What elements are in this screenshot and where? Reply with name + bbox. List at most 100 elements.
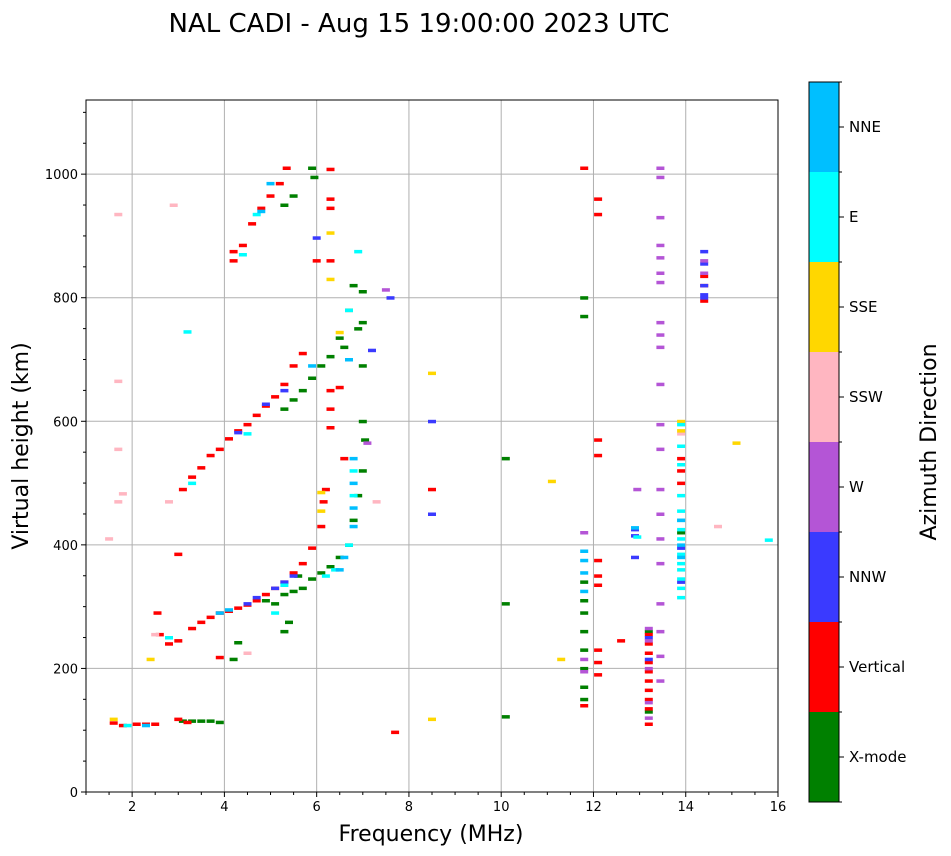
data-point-nne <box>340 555 349 560</box>
data-point-w <box>656 602 665 606</box>
colorbar: X-mode Vertical NNW W SSW SSE E NNE <box>809 81 906 803</box>
data-point-vertical <box>109 721 118 725</box>
data-point-x-mode <box>358 364 367 368</box>
data-point-ssw <box>243 651 252 655</box>
data-point-vertical <box>326 407 335 411</box>
data-point-x-mode <box>280 203 289 207</box>
data-point-vertical <box>594 453 603 458</box>
data-point-vertical <box>188 475 197 479</box>
data-point-vertical <box>234 429 243 433</box>
data-point-x-mode <box>354 327 363 331</box>
data-point-w <box>644 716 653 720</box>
data-point-vertical <box>197 620 206 625</box>
data-point-ssw <box>165 500 173 504</box>
data-point-e <box>188 481 197 486</box>
data-point-vertical <box>644 697 653 702</box>
data-point-e <box>677 586 686 591</box>
data-point-vertical <box>238 243 247 248</box>
data-point-nne <box>266 181 275 186</box>
y-axis: 0 200 400 600 800 1000 <box>45 111 86 801</box>
data-point-ssw <box>372 500 381 504</box>
data-point-sse <box>428 371 436 376</box>
data-point-nnw <box>289 574 298 578</box>
data-point-x-mode <box>361 438 370 442</box>
data-point-sse <box>146 657 155 662</box>
data-point-x-mode <box>580 580 589 584</box>
data-point-e <box>183 330 192 334</box>
data-point-e <box>677 527 686 532</box>
data-point-ssw <box>677 432 686 436</box>
chart-title: NAL CADI - Aug 15 19:00:00 2023 UTC <box>169 9 670 39</box>
data-point-vertical <box>275 181 284 186</box>
data-point-vertical <box>594 438 603 442</box>
x-axis: 2 4 6 8 10 12 14 16 <box>85 792 787 815</box>
data-point-x-mode <box>280 629 289 634</box>
data-point-sse <box>732 441 741 445</box>
data-point-nne <box>677 518 686 523</box>
data-point-vertical <box>174 717 183 722</box>
x-axis-label: Frequency (MHz) <box>339 822 524 847</box>
data-point-w <box>700 271 709 275</box>
data-point-w <box>580 657 589 662</box>
data-point-x-mode <box>580 314 589 319</box>
data-point-e <box>677 537 686 541</box>
data-point-w <box>656 487 665 492</box>
data-point-vertical <box>335 385 344 390</box>
data-point-x-mode <box>580 697 589 702</box>
data-point-vertical <box>252 599 261 603</box>
data-point-nnw <box>631 527 639 532</box>
data-point-vertical <box>178 487 187 492</box>
data-point-sse <box>428 717 436 722</box>
data-point-vertical <box>594 583 603 587</box>
data-point-x-mode <box>178 719 187 723</box>
data-point-w <box>656 422 665 427</box>
data-point-nne <box>349 524 358 529</box>
data-point-e <box>764 538 773 542</box>
data-point-e <box>354 249 363 254</box>
data-point-e <box>238 253 247 257</box>
data-point-x-mode <box>580 666 589 671</box>
data-point-nnw <box>428 419 436 424</box>
data-point-nne <box>225 608 233 612</box>
data-point-e <box>331 568 340 572</box>
colorbar-swatch-e <box>809 172 839 262</box>
x-tick-label: 2 <box>128 800 136 815</box>
x-tick-label: 16 <box>770 800 787 815</box>
data-point-vertical <box>644 651 653 655</box>
data-point-nnw <box>700 249 709 254</box>
colorbar-swatch-ssw <box>809 352 839 442</box>
data-point-w <box>656 561 665 566</box>
data-point-vertical <box>229 259 238 263</box>
x-tick-label: 14 <box>677 800 694 815</box>
colorbar-label: Vertical <box>849 658 905 676</box>
data-point-nnw <box>386 296 395 300</box>
data-point-nne <box>580 571 589 575</box>
data-point-x-mode <box>335 336 344 340</box>
data-point-vertical <box>594 673 603 677</box>
data-point-e <box>349 493 358 498</box>
data-point-w <box>656 280 665 285</box>
data-point-vertical <box>644 670 653 674</box>
data-point-x-mode <box>580 629 589 634</box>
x-tick-label: 12 <box>585 800 602 815</box>
colorbar-swatch-vertical <box>809 622 839 712</box>
data-point-nnw <box>700 283 709 288</box>
data-point-x-mode <box>298 586 307 591</box>
data-point-sse <box>677 429 686 433</box>
colorbar-label: W <box>849 478 864 496</box>
data-point-w <box>656 654 665 659</box>
x-tick-label: 10 <box>493 800 510 815</box>
data-point-sse <box>326 277 335 282</box>
data-point-vertical <box>677 469 686 473</box>
data-point-vertical <box>289 571 298 575</box>
data-point-w <box>363 441 372 445</box>
data-point-vertical <box>617 639 626 643</box>
data-point-x-mode <box>644 629 653 634</box>
data-point-w <box>656 345 665 350</box>
data-point-vertical <box>644 722 653 726</box>
data-point-vertical <box>248 222 257 226</box>
data-point-vertical <box>225 437 233 441</box>
data-point-sse <box>317 490 326 495</box>
colorbar-label: E <box>849 208 858 226</box>
data-point-x-mode <box>308 577 317 581</box>
